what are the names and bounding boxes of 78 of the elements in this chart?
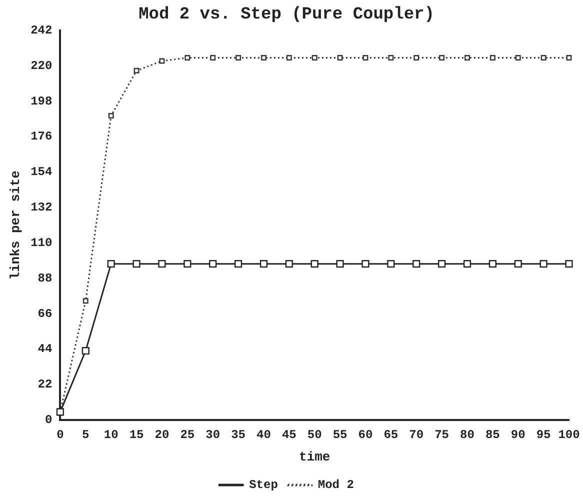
point	[488, 260, 496, 268]
point	[336, 260, 344, 268]
point	[159, 58, 165, 64]
y-tick-label: 176	[30, 130, 52, 144]
x-tick-label: 75	[434, 428, 450, 442]
point	[210, 55, 216, 60]
x-tick-label: 85	[485, 428, 500, 442]
point	[540, 260, 548, 268]
point	[134, 68, 140, 74]
x-tick-label: 25	[180, 428, 195, 442]
x-tick-label: 30	[206, 428, 220, 442]
point	[464, 55, 470, 60]
y-tick-label: 22	[38, 378, 52, 392]
x-tick-label: 40	[256, 428, 271, 442]
point	[566, 55, 572, 60]
y-tick-label: 220	[30, 58, 52, 73]
x-tick-label: 80	[460, 428, 474, 442]
point	[362, 55, 368, 60]
x-tick-label: 20	[154, 428, 170, 442]
point	[209, 260, 217, 268]
point	[337, 55, 343, 60]
point	[388, 55, 394, 60]
point	[565, 260, 573, 268]
legend-label: Step	[249, 478, 278, 492]
point	[261, 55, 266, 60]
point	[463, 260, 472, 268]
y-tick-label: 44	[38, 342, 52, 356]
point	[158, 260, 166, 268]
point	[387, 260, 395, 268]
y-tick-label: 198	[30, 94, 52, 108]
point	[540, 55, 546, 60]
point	[82, 346, 90, 355]
y-tick-label: 88	[38, 271, 52, 286]
y-tick-label: 132	[30, 200, 52, 215]
y-tick-label: 0	[45, 413, 52, 428]
point	[184, 260, 192, 268]
point	[285, 260, 293, 268]
y-axis-title: links per site	[8, 170, 24, 280]
x-tick-label: 15	[129, 428, 144, 442]
point	[108, 113, 114, 118]
x-tick-label: 100	[558, 428, 580, 442]
y-tick-label: 242	[30, 23, 52, 38]
x-axis-title: time	[298, 449, 330, 464]
point	[236, 55, 242, 60]
y-tick-label: 154	[30, 165, 52, 180]
y-tick-label: 66	[38, 306, 52, 321]
x-tick-label: 55	[332, 428, 348, 442]
point	[82, 298, 88, 304]
x-tick-label: 45	[282, 428, 296, 442]
point	[184, 55, 190, 60]
point	[412, 260, 420, 268]
point	[234, 260, 242, 268]
point	[132, 260, 140, 268]
point	[515, 55, 521, 60]
y-tick-label: 110	[30, 236, 52, 250]
x-tick-label: 90	[510, 428, 526, 442]
x-tick-label: 35	[231, 428, 246, 442]
point	[107, 260, 115, 268]
point	[362, 260, 370, 268]
point	[438, 260, 446, 268]
point	[312, 55, 318, 60]
x-tick-label: 60	[358, 428, 373, 442]
point	[514, 260, 522, 268]
x-tick-label: 5	[82, 428, 90, 442]
x-tick-label: 10	[104, 428, 118, 442]
x-tick-label: 70	[409, 428, 424, 442]
point	[310, 260, 318, 268]
x-tick-label: 50	[307, 428, 322, 442]
x-tick-label: 95	[536, 428, 551, 442]
point	[414, 55, 420, 60]
chart-title: Mod 2 vs. Step (Pure Coupler)	[138, 5, 434, 24]
x-tick-label: 65	[384, 428, 398, 442]
x-tick-label: 0	[56, 428, 64, 442]
point	[490, 55, 496, 60]
point	[286, 55, 292, 60]
legend-label: Mod 2	[318, 478, 354, 492]
point	[260, 260, 268, 268]
point	[439, 55, 445, 60]
